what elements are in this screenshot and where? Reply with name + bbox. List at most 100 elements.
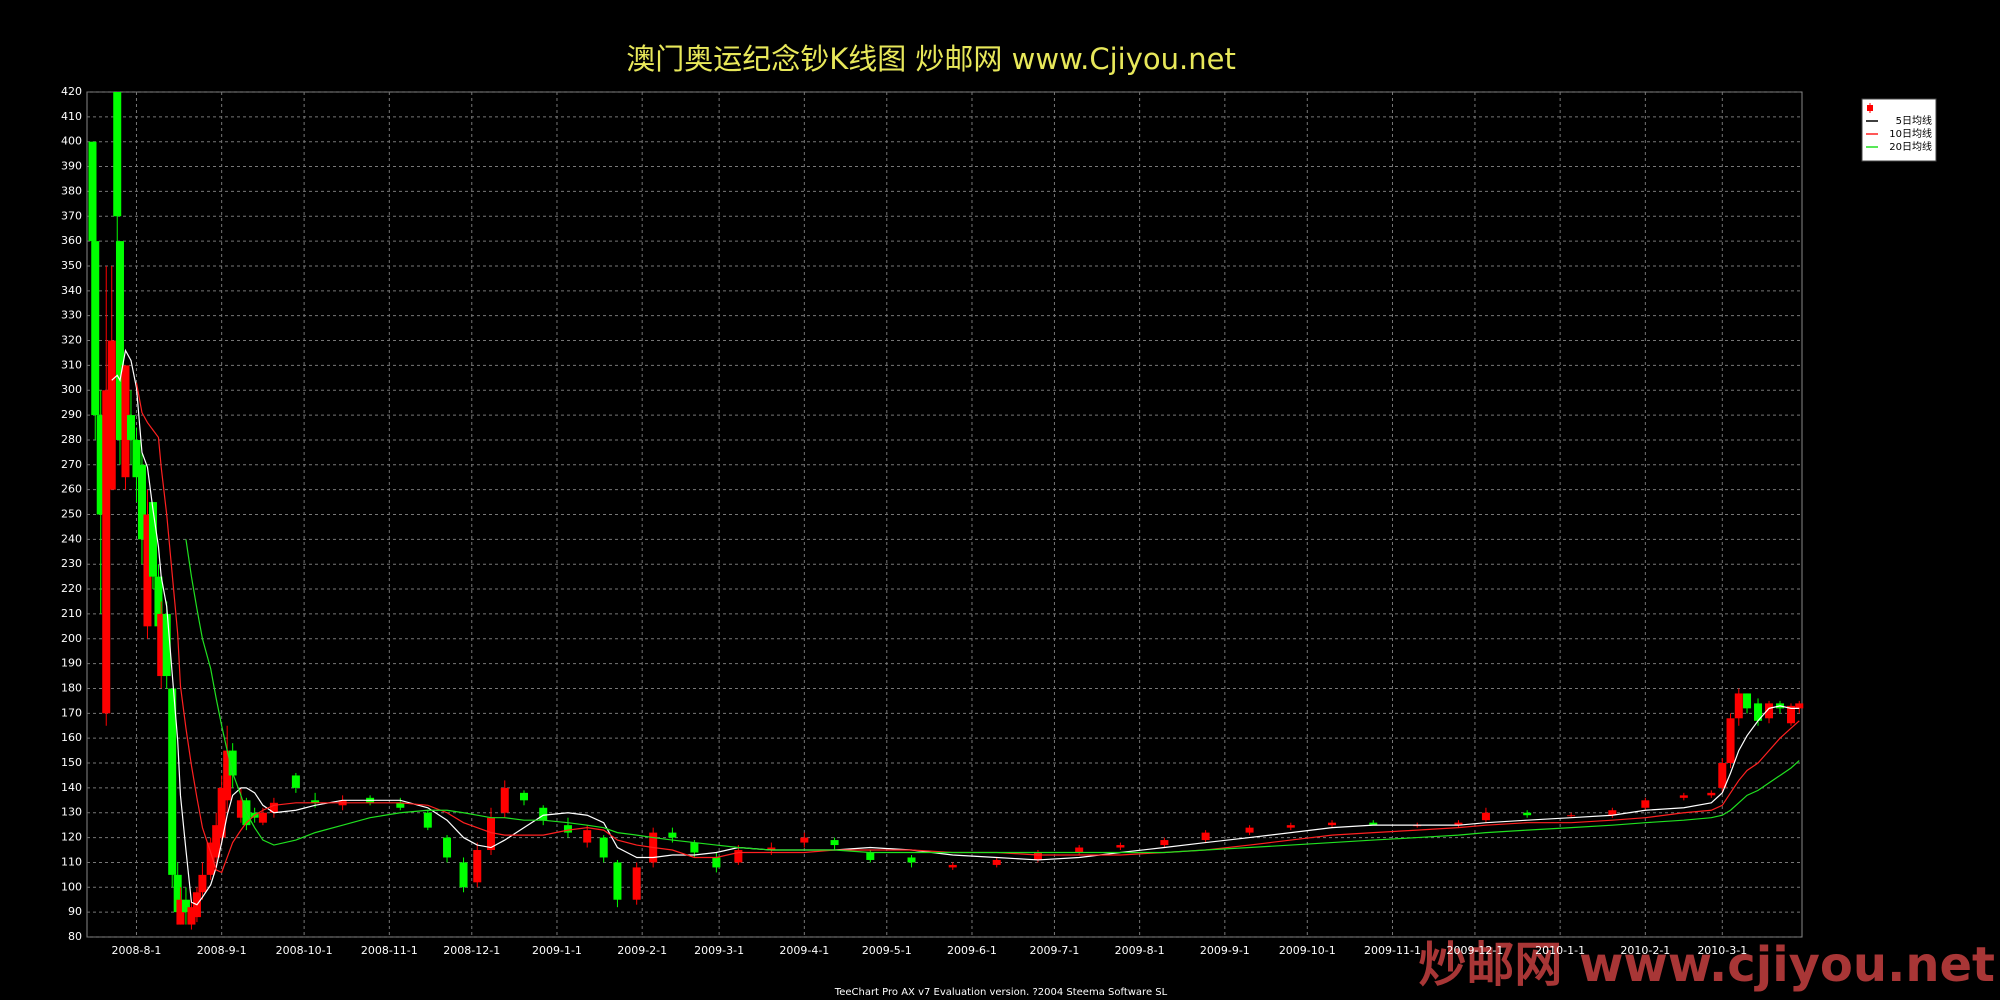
y-tick-label: 140 xyxy=(61,781,82,794)
candle-body xyxy=(712,857,721,868)
candle-body xyxy=(1707,792,1716,796)
candle-body xyxy=(1734,693,1743,719)
candle-body xyxy=(519,792,528,801)
x-tick-label: 2010-3-1 xyxy=(1697,944,1747,957)
y-tick-label: 180 xyxy=(61,681,82,694)
candle-body xyxy=(269,802,278,813)
x-tick-label: 2010-1-1 xyxy=(1535,944,1585,957)
candle-body xyxy=(1754,703,1763,721)
y-tick-label: 260 xyxy=(61,483,82,496)
candle-body xyxy=(1201,832,1210,841)
candle-body xyxy=(613,862,622,900)
x-tick-label: 2008-9-1 xyxy=(197,944,247,957)
candle-body xyxy=(866,852,875,860)
y-tick-label: 80 xyxy=(68,930,82,943)
candle-body xyxy=(154,576,163,627)
candle-body xyxy=(1369,822,1378,826)
candle-body xyxy=(148,502,157,577)
legend-label: 5日均线 xyxy=(1896,114,1932,127)
candle-body xyxy=(1116,845,1125,848)
candle-body xyxy=(258,812,267,823)
candle-body xyxy=(176,899,185,925)
candle-body xyxy=(396,802,405,808)
y-tick-label: 220 xyxy=(61,582,82,595)
candle-body xyxy=(1765,703,1774,719)
candle-body xyxy=(162,613,171,677)
y-tick-label: 400 xyxy=(61,135,82,148)
y-tick-label: 410 xyxy=(61,110,82,123)
x-tick-label: 2009-9-1 xyxy=(1200,944,1250,957)
candle-body xyxy=(1160,840,1169,846)
candle-body xyxy=(800,837,809,843)
candle-body xyxy=(1454,822,1463,826)
y-tick-label: 280 xyxy=(61,433,82,446)
candle-body xyxy=(113,92,122,217)
candle-body xyxy=(187,907,196,925)
x-tick-label: 2010-2-1 xyxy=(1620,944,1670,957)
candle-body xyxy=(1523,812,1532,816)
legend-label: 10日均线 xyxy=(1889,127,1932,140)
x-tick-label: 2008-10-1 xyxy=(276,944,333,957)
candle-body xyxy=(126,415,135,440)
candle-body xyxy=(121,365,130,478)
candle-body xyxy=(1328,822,1337,826)
footer: TeeChart Pro AX v7 Evaluation version. ?… xyxy=(834,987,1168,998)
y-tick-label: 110 xyxy=(61,855,82,868)
watermark: 炒邮网 www.cjiyou.net xyxy=(1418,937,1995,993)
candle-body xyxy=(107,340,116,490)
candle-body xyxy=(223,750,232,801)
candle-body xyxy=(1743,693,1752,709)
candle-body xyxy=(1245,827,1254,833)
y-tick-label: 310 xyxy=(61,358,82,371)
x-tick-label: 2009-3-1 xyxy=(694,944,744,957)
x-tick-label: 2009-7-1 xyxy=(1029,944,1079,957)
y-tick-label: 340 xyxy=(61,284,82,297)
candle-body xyxy=(1481,812,1490,821)
candle-body xyxy=(1567,815,1576,817)
y-tick-label: 300 xyxy=(61,383,82,396)
candle-body xyxy=(690,842,699,853)
x-tick-label: 2009-5-1 xyxy=(862,944,912,957)
candle-body xyxy=(734,850,743,863)
x-tick-label: 2009-8-1 xyxy=(1115,944,1165,957)
y-tick-label: 150 xyxy=(61,756,82,769)
candle-body xyxy=(1033,852,1042,860)
y-tick-label: 250 xyxy=(61,508,82,521)
candle-body xyxy=(539,807,548,821)
candle-body xyxy=(668,832,677,838)
candle-body xyxy=(311,800,320,803)
candle-body xyxy=(563,825,572,833)
x-tick-label: 2008-8-1 xyxy=(112,944,162,957)
x-tick-label: 2008-11-1 xyxy=(361,944,418,957)
candle-body xyxy=(767,847,776,851)
candle-body xyxy=(500,787,509,813)
y-tick-label: 350 xyxy=(61,259,82,272)
y-tick-label: 420 xyxy=(61,85,82,98)
y-tick-label: 290 xyxy=(61,408,82,421)
x-tick-label: 2009-12-1 xyxy=(1446,944,1503,957)
y-tick-label: 370 xyxy=(61,209,82,222)
candle-body xyxy=(1787,705,1796,724)
legend-candle-body xyxy=(1867,105,1873,111)
x-tick-label: 2009-11-1 xyxy=(1364,944,1421,957)
candle-body xyxy=(181,899,190,913)
y-tick-label: 320 xyxy=(61,334,82,347)
candle-body xyxy=(907,857,916,863)
candle-body xyxy=(206,842,215,875)
candle-body xyxy=(91,241,100,416)
chart-title: 澳门奥运纪念钞K线图 炒邮网 www.Cjiyou.net xyxy=(626,42,1236,76)
candle-body xyxy=(96,415,105,515)
candle-body xyxy=(443,837,452,858)
y-tick-label: 160 xyxy=(61,731,82,744)
x-tick-label: 2009-2-1 xyxy=(617,944,667,957)
candle-body xyxy=(102,390,111,714)
candle-body xyxy=(423,812,432,828)
y-tick-label: 360 xyxy=(61,234,82,247)
ma-line xyxy=(111,348,1800,906)
x-tick-label: 2009-1-1 xyxy=(532,944,582,957)
candle-body xyxy=(1718,763,1727,788)
